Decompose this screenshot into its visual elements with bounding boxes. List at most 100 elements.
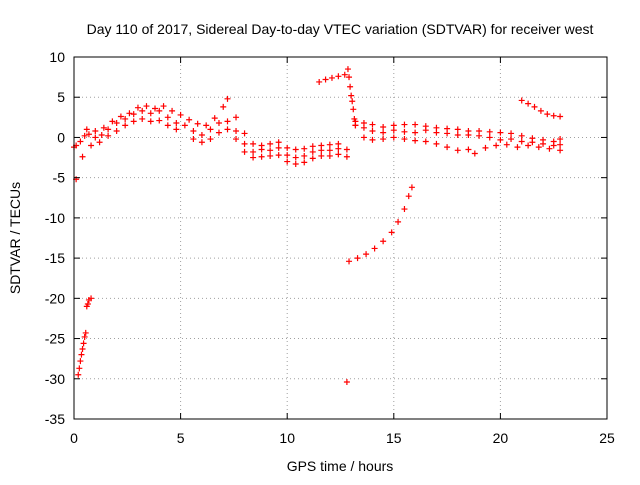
data-point — [186, 116, 193, 123]
data-point — [76, 365, 83, 372]
data-point — [77, 358, 84, 365]
data-point — [326, 152, 333, 159]
data-point — [318, 142, 325, 149]
data-point — [79, 346, 86, 353]
data-point — [493, 142, 500, 149]
data-points — [71, 66, 564, 385]
data-point — [390, 134, 397, 141]
data-point — [79, 153, 86, 160]
data-point — [224, 118, 231, 125]
y-tick-label: -10 — [45, 210, 65, 226]
data-point — [343, 146, 350, 153]
data-point — [380, 129, 387, 136]
data-point — [363, 251, 370, 258]
data-point — [540, 136, 547, 143]
data-point — [156, 117, 163, 124]
data-point — [275, 139, 282, 146]
data-point — [350, 106, 357, 113]
data-point — [354, 255, 361, 262]
data-point — [401, 136, 408, 143]
y-axis-label: SDTVAR / TECUs — [7, 182, 23, 294]
data-point — [177, 111, 184, 118]
data-point — [518, 138, 525, 145]
data-point — [444, 144, 451, 151]
data-point — [465, 128, 472, 135]
data-point — [454, 147, 461, 154]
data-point — [326, 141, 333, 148]
data-point — [267, 152, 274, 159]
data-point — [84, 300, 91, 307]
data-point — [369, 128, 376, 135]
series-late-arc — [518, 97, 564, 120]
data-point — [284, 158, 291, 165]
data-point — [405, 193, 412, 200]
data-point — [81, 132, 88, 139]
data-point — [525, 100, 532, 107]
data-point — [198, 132, 205, 139]
data-point — [130, 118, 137, 125]
data-point — [220, 103, 227, 110]
data-point — [105, 132, 112, 139]
y-tick-label: -25 — [45, 331, 65, 347]
data-point — [173, 126, 180, 133]
data-point — [301, 159, 308, 166]
data-point — [130, 111, 137, 118]
data-point — [482, 144, 489, 151]
data-point — [215, 119, 222, 126]
y-tick-label: 10 — [49, 49, 65, 65]
data-point — [401, 128, 408, 135]
data-point — [537, 107, 544, 114]
data-point — [122, 115, 129, 122]
series-outlier — [343, 378, 350, 385]
data-point — [82, 329, 89, 336]
data-point — [454, 126, 461, 133]
data-point — [335, 73, 342, 80]
data-point — [514, 144, 521, 151]
data-point — [546, 145, 553, 152]
data-point — [518, 97, 525, 104]
data-point — [143, 103, 150, 110]
data-point — [233, 114, 240, 121]
y-tick-label: 5 — [57, 89, 65, 105]
data-point — [98, 132, 105, 139]
series-rising-arc — [346, 184, 415, 265]
data-point — [301, 145, 308, 152]
data-point — [465, 146, 472, 153]
data-point — [309, 155, 316, 162]
data-point — [352, 122, 359, 129]
data-point — [215, 129, 222, 136]
data-point — [557, 141, 564, 148]
data-point — [525, 142, 532, 149]
data-point — [535, 144, 542, 151]
data-point — [346, 74, 353, 81]
data-point — [343, 378, 350, 385]
data-point — [284, 152, 291, 159]
data-point — [369, 136, 376, 143]
chart-title: Day 110 of 2017, Sidereal Day-to-day VTE… — [87, 21, 594, 37]
data-point — [284, 144, 291, 151]
data-point — [497, 129, 504, 136]
data-point — [344, 66, 351, 73]
data-point — [351, 115, 358, 122]
data-point — [341, 71, 348, 78]
data-point — [139, 107, 146, 114]
data-point — [557, 113, 564, 120]
data-point — [322, 76, 329, 83]
data-point — [508, 130, 515, 137]
data-point — [88, 142, 95, 149]
data-point — [126, 110, 133, 117]
series-lower-band — [79, 115, 564, 167]
data-point — [390, 122, 397, 129]
data-point — [241, 130, 248, 137]
data-point — [380, 136, 387, 143]
data-point — [96, 139, 103, 146]
y-tick-label: -15 — [45, 250, 65, 266]
series-spike — [316, 66, 359, 129]
data-point — [422, 138, 429, 145]
data-point — [250, 140, 257, 147]
data-point — [181, 122, 188, 129]
y-tick-label: -35 — [45, 411, 65, 427]
data-point — [401, 121, 408, 128]
data-point — [347, 83, 354, 90]
